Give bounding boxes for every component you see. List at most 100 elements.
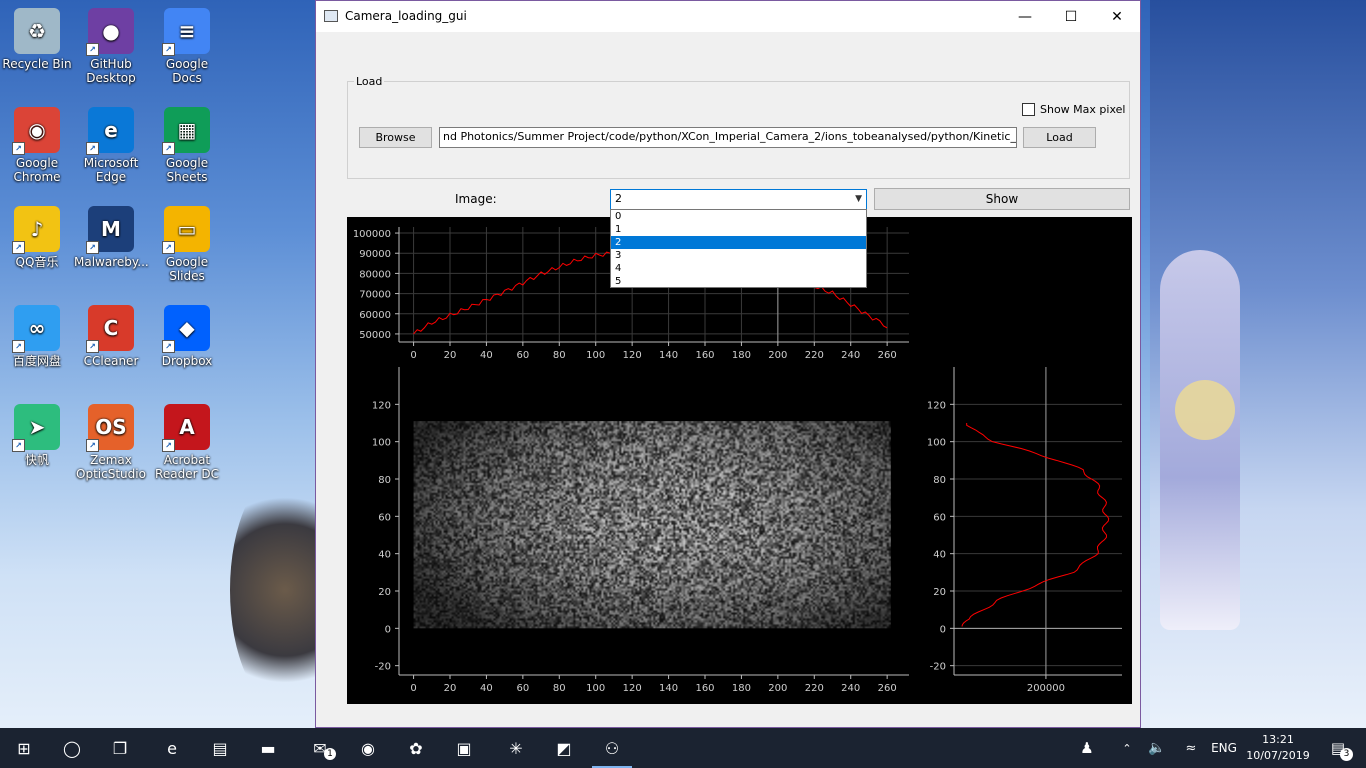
search-icon[interactable]: ◯: [63, 738, 81, 758]
desktop-icon[interactable]: ≡ ↗ Google Docs: [150, 8, 224, 85]
show-max-pixel-label: Show Max pixel: [1040, 103, 1126, 116]
chrome-icon[interactable]: ◉: [361, 738, 375, 758]
y-tick-label: 100: [927, 438, 946, 449]
wifi-icon[interactable]: ≈: [1185, 740, 1197, 756]
camera-loading-window: Camera_loading_gui — ☐ ✕ Load Show Max p…: [315, 0, 1141, 728]
dropdown-option[interactable]: 3: [615, 250, 622, 261]
show-button[interactable]: Show: [874, 188, 1130, 210]
edge-icon[interactable]: e: [167, 738, 177, 758]
x-tick-label: 160: [695, 350, 714, 361]
desktop-icon[interactable]: e ↗ Microsoft Edge: [74, 107, 148, 184]
y-tick-label: 80: [933, 475, 946, 486]
app-icon: ● ↗: [86, 8, 134, 56]
mail-icon[interactable]: ✉ 1: [296, 728, 344, 768]
app-icon: ♪ ↗: [12, 206, 60, 254]
x-tick-label: 220: [805, 350, 824, 361]
desktop-icon[interactable]: ◉ ↗ Google Chrome: [0, 107, 74, 184]
desktop-icon[interactable]: ▦ ↗ Google Sheets: [150, 107, 224, 184]
checkbox-box[interactable]: [1022, 103, 1035, 116]
desktop-icon[interactable]: A ↗ Acrobat Reader DC: [150, 404, 224, 481]
browse-button[interactable]: Browse: [359, 127, 432, 148]
clock[interactable]: 13:21 10/07/2019: [1244, 728, 1312, 768]
desktop-icon-label: Acrobat Reader DC: [155, 453, 219, 481]
y-tick-label: 70000: [359, 290, 391, 301]
notifications-icon[interactable]: ▤ 3: [1318, 728, 1358, 768]
dropdown-option[interactable]: 4: [615, 263, 622, 274]
y-tick-label: 120: [372, 400, 391, 411]
python-icon[interactable]: ⚇: [588, 728, 636, 768]
x-tick-label: 180: [732, 683, 751, 694]
image-select[interactable]: 2 ▼: [610, 189, 867, 210]
desktop-icon[interactable]: ♪ ↗ QQ音乐: [0, 206, 74, 269]
shortcut-arrow-icon: ↗: [12, 241, 25, 254]
x-tick-label: 240: [841, 683, 860, 694]
x-tick-label: 40: [480, 350, 493, 361]
desktop-icon[interactable]: ▭ ↗ Google Slides: [150, 206, 224, 283]
notifications-count: 3: [1340, 748, 1353, 761]
desktop-icon-label: Malwareby...: [74, 255, 149, 269]
load-button[interactable]: Load: [1023, 127, 1096, 148]
desktop-icon[interactable]: ◆ ↗ Dropbox: [150, 305, 224, 368]
language-indicator[interactable]: ENG: [1211, 741, 1237, 755]
web-icon[interactable]: ✳: [509, 738, 523, 758]
dropdown-option[interactable]: 1: [615, 224, 622, 235]
wallpaper-figure: [1160, 250, 1240, 630]
desktop-icon-label: Google Chrome: [13, 156, 61, 184]
clock-time: 13:21: [1262, 733, 1294, 746]
task-view-icon[interactable]: ❐: [112, 738, 128, 758]
show-max-pixel-checkbox[interactable]: Show Max pixel: [1022, 103, 1125, 116]
app-icon: ♻: [14, 8, 60, 54]
x-tick-label: 200: [768, 350, 787, 361]
x-tick-label: 260: [878, 683, 897, 694]
desktop-icon[interactable]: ∞ ↗ 百度网盘: [0, 305, 74, 368]
shortcut-arrow-icon: ↗: [162, 340, 175, 353]
app-icon: A ↗: [162, 404, 210, 452]
store-icon[interactable]: ▤: [212, 738, 228, 758]
desktop-icon[interactable]: ● ↗ GitHub Desktop: [74, 8, 148, 85]
dropdown-option[interactable]: 5: [615, 276, 622, 287]
volume-muted-icon[interactable]: 🔈: [1148, 740, 1166, 756]
title-bar[interactable]: Camera_loading_gui — ☐ ✕: [316, 1, 1140, 32]
start-icon[interactable]: ⊞: [17, 738, 31, 758]
y-tick-label: 100000: [353, 229, 391, 240]
chevron-up-icon[interactable]: ⌃: [1122, 741, 1132, 755]
people-icon[interactable]: ♟: [1080, 739, 1094, 757]
python-idle-icon[interactable]: ◩: [556, 738, 572, 758]
x-tick-label: 240: [841, 350, 860, 361]
desktop-icon-label: Google Sheets: [165, 156, 209, 184]
desktop-icon-label: Google Docs: [165, 57, 209, 85]
x-tick-label: 200000: [1027, 683, 1065, 694]
y-tick-label: 20: [933, 587, 946, 598]
desktop-icon[interactable]: ♻ Recycle Bin: [0, 8, 74, 71]
file-path-field[interactable]: nd Photonics/Summer Project/code/python/…: [439, 127, 1017, 148]
chevron-down-icon[interactable]: ▼: [855, 194, 862, 204]
dropdown-option[interactable]: 0: [615, 211, 622, 222]
desktop-icon[interactable]: ➤ ↗ 快帆: [0, 404, 74, 467]
load-group-legend: Load: [354, 75, 385, 88]
x-tick-label: 100: [586, 683, 605, 694]
shortcut-arrow-icon: ↗: [12, 142, 25, 155]
shortcut-arrow-icon: ↗: [162, 439, 175, 452]
desktop-icon[interactable]: C ↗ CCleaner: [74, 305, 148, 368]
y-tick-label: 100: [372, 438, 391, 449]
app-icon[interactable]: ✿: [409, 738, 423, 758]
desktop-icon-label: GitHub Desktop: [86, 57, 136, 85]
x-tick-label: 100: [586, 350, 605, 361]
minimize-button[interactable]: —: [1018, 8, 1032, 25]
desktop-icon[interactable]: M ↗ Malwareby...: [74, 206, 149, 269]
y-tick-label: 40: [378, 550, 391, 561]
x-tick-label: 180: [732, 350, 751, 361]
y-tick-label: 90000: [359, 249, 391, 260]
shortcut-arrow-icon: ↗: [86, 43, 99, 56]
terminal-icon[interactable]: ▣: [456, 738, 472, 758]
maximize-button[interactable]: ☐: [1064, 8, 1078, 25]
file-explorer-icon[interactable]: ▬: [260, 738, 276, 758]
shortcut-arrow-icon: ↗: [162, 142, 175, 155]
desktop-icon[interactable]: OS ↗ Zemax OpticStudio: [74, 404, 148, 481]
dropdown-option[interactable]: 2: [611, 236, 866, 249]
shortcut-arrow-icon: ↗: [12, 340, 25, 353]
desktop-icon-label: Google Slides: [165, 255, 209, 283]
close-button[interactable]: ✕: [1111, 8, 1123, 25]
app-window-icon: [324, 10, 338, 22]
